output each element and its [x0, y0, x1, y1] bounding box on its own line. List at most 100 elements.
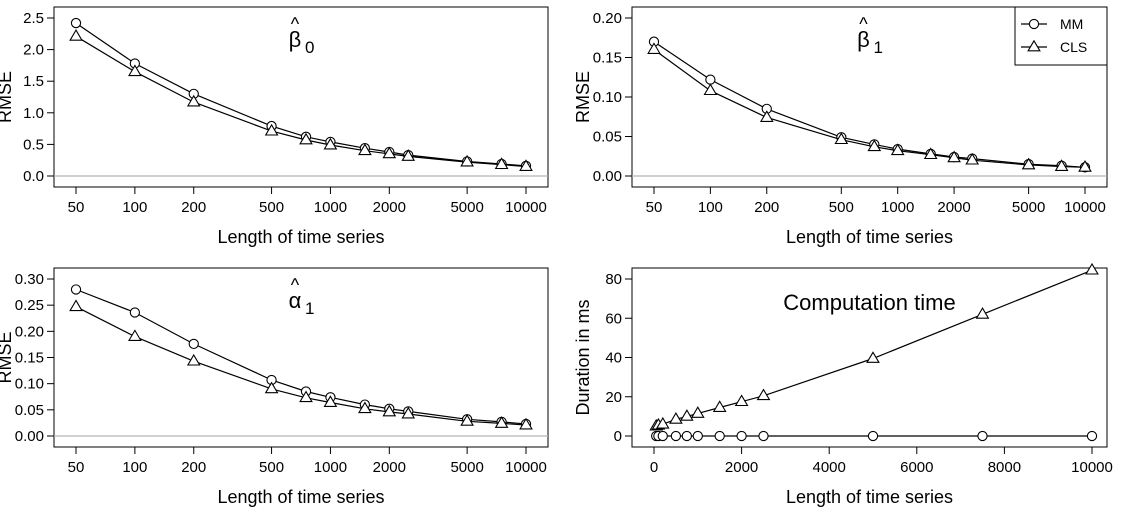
x-tick-label: 2000 [373, 459, 406, 476]
series-cls [649, 262, 1099, 431]
point-cls [923, 147, 938, 160]
y-tick-label: 60 [605, 310, 622, 327]
y-tick-label: 0.5 [23, 136, 44, 153]
panel-title: Computation time [783, 290, 955, 315]
x-tick-label: 200 [181, 199, 206, 216]
y-tick-label: 1.0 [23, 105, 44, 122]
x-tick-label: 500 [829, 199, 854, 216]
point-cls [382, 146, 397, 159]
point-mm [977, 430, 988, 442]
panel-title-subscript: 1 [305, 299, 314, 318]
panel-title: α^ 1 [289, 275, 315, 318]
point-mm [681, 430, 692, 442]
point-cls [460, 154, 474, 167]
panel-title-subscript: 0 [305, 38, 314, 57]
x-tick-label: 100 [698, 199, 723, 216]
x-tick-label: 50 [68, 199, 85, 216]
point-cls [867, 139, 882, 152]
y-tick-label: 0.30 [15, 271, 44, 288]
y-tick-label: 40 [605, 350, 622, 367]
y-tick-label: 0.25 [15, 297, 44, 314]
point-cls [128, 329, 142, 341]
panel-title-symbol: α [289, 288, 302, 313]
series-line-cls [653, 49, 1086, 168]
point-cls [1078, 160, 1092, 172]
panel-title-hat: ^ [291, 14, 300, 34]
y-axis-label: RMSE [573, 71, 593, 123]
y-tick-label: 80 [605, 271, 622, 288]
point-cls [401, 406, 416, 419]
point-mm [758, 430, 769, 442]
point-cls [1054, 159, 1069, 171]
x-tick-label: 2000 [373, 199, 406, 216]
series-cls [69, 299, 533, 430]
chart-panel-2: 0.00 0.05 0.10 0.15 0.20 50 100 200 500 1000 2000 5… [573, 6, 1108, 247]
point-cls [734, 394, 749, 407]
y-axis-label: RMSE [0, 331, 15, 383]
panel-title-hat: ^ [859, 14, 868, 34]
point-mm [70, 284, 82, 295]
legend-box [1014, 6, 1108, 66]
y-tick-label: 1.5 [23, 73, 44, 90]
point-cls [712, 400, 727, 412]
point-cls [186, 353, 201, 366]
x-tick-label: 500 [259, 459, 284, 476]
chart-panel-1: 0.0 0.5 1.0 1.5 2.0 2.5 50 100 200 500 1000 2000 500… [0, 6, 549, 247]
x-tick-label: 100 [122, 459, 147, 476]
y-tick-label: 0.10 [593, 89, 622, 106]
point-cls [703, 83, 718, 96]
x-tick-label: 10000 [505, 199, 547, 216]
point-mm [736, 430, 747, 442]
point-cls [494, 416, 509, 428]
point-cls [128, 64, 142, 77]
point-cls [756, 388, 771, 401]
point-cls [669, 412, 683, 424]
point-cls [323, 395, 338, 407]
point-cls [1021, 157, 1036, 170]
x-tick-label: 500 [259, 199, 284, 216]
legend-label: MM [1060, 16, 1083, 32]
x-tick-label: 0 [650, 459, 658, 476]
x-tick-label: 10000 [1071, 459, 1113, 476]
point-cls [519, 159, 533, 171]
point-cls [975, 307, 990, 319]
y-tick-label: 0.15 [593, 50, 622, 67]
point-mm [129, 307, 141, 318]
x-tick-label: 200 [754, 199, 779, 216]
point-cls [264, 123, 279, 136]
panel-title: β^ 0 [289, 14, 315, 57]
x-tick-label: 50 [68, 459, 85, 476]
point-cls [186, 94, 201, 107]
point-cls [323, 137, 338, 150]
point-cls [69, 299, 83, 312]
point-mm [657, 430, 668, 442]
point-cls [890, 143, 905, 156]
x-tick-label: 1000 [881, 199, 914, 216]
point-cls [647, 42, 661, 54]
point-cls [965, 152, 980, 165]
legend-label: CLS [1060, 39, 1087, 55]
x-tick-label: 2000 [937, 199, 970, 216]
series-line-mm [75, 288, 527, 425]
panel-title-hat: ^ [291, 275, 300, 295]
point-mm [670, 430, 682, 442]
x-tick-label: 50 [646, 199, 663, 216]
series-cls [647, 42, 1092, 172]
legend-item-cls: CLS [1021, 39, 1087, 55]
panel-title-symbol: β [857, 27, 870, 52]
series-line-mm [653, 41, 1086, 168]
y-tick-label: 0.00 [593, 168, 622, 185]
point-cls [69, 29, 83, 41]
legend: MM CLS [1014, 6, 1108, 66]
y-tick-label: 20 [605, 389, 622, 406]
point-cls [299, 132, 313, 145]
x-tick-label: 1000 [314, 459, 347, 476]
y-tick-label: 2.0 [23, 42, 44, 59]
point-mm [692, 430, 703, 442]
panel-title-symbol: β [289, 27, 302, 52]
chart-panel-4: 0 20 40 60 80 0 2000 4000 6000 8000 10000 Length of… [573, 262, 1113, 507]
plot-frame [53, 6, 549, 188]
x-tick-label: 200 [181, 459, 206, 476]
